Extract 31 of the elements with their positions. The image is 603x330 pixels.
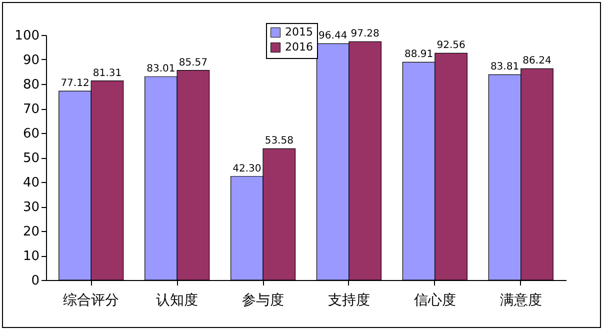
data-label: 88.91 bbox=[404, 49, 434, 60]
y-tick-label: 20 bbox=[22, 224, 40, 240]
data-label: 81.31 bbox=[92, 68, 122, 79]
y-tick-label: 70 bbox=[22, 102, 40, 117]
y-tick-label: 100 bbox=[14, 28, 40, 44]
y-tick-label: 30 bbox=[22, 200, 40, 215]
data-label: 83.01 bbox=[146, 64, 176, 75]
x-tick-label: 信心度 bbox=[414, 292, 456, 308]
data-label: 86.24 bbox=[522, 56, 552, 67]
x-tick-label: 综合评分 bbox=[63, 292, 120, 308]
y-tick-label: 90 bbox=[22, 53, 40, 68]
data-label: 77.12 bbox=[60, 78, 90, 90]
y-tick-label: 60 bbox=[22, 126, 40, 142]
data-label: 92.56 bbox=[436, 40, 466, 52]
legend-label: 2016 bbox=[285, 40, 313, 54]
data-label: 97.28 bbox=[350, 28, 380, 40]
x-tick-label: 支持度 bbox=[328, 292, 370, 308]
x-tick-label: 参与度 bbox=[242, 292, 284, 308]
data-label: 85.57 bbox=[178, 57, 208, 68]
legend-label: 2015 bbox=[285, 26, 313, 38]
y-tick-label: 10 bbox=[22, 249, 40, 264]
data-label: 42.30 bbox=[232, 163, 262, 174]
y-tick-label: 0 bbox=[31, 274, 40, 288]
data-label: 83.81 bbox=[490, 62, 520, 73]
data-label: 53.58 bbox=[264, 136, 294, 147]
x-tick-label: 满意度 bbox=[500, 292, 542, 308]
y-tick-label: 80 bbox=[22, 78, 40, 92]
data-label: 96.44 bbox=[318, 30, 348, 42]
x-tick-label: 认知度 bbox=[156, 292, 198, 308]
y-tick-label: 50 bbox=[22, 151, 40, 166]
y-tick-label: 40 bbox=[22, 176, 40, 190]
